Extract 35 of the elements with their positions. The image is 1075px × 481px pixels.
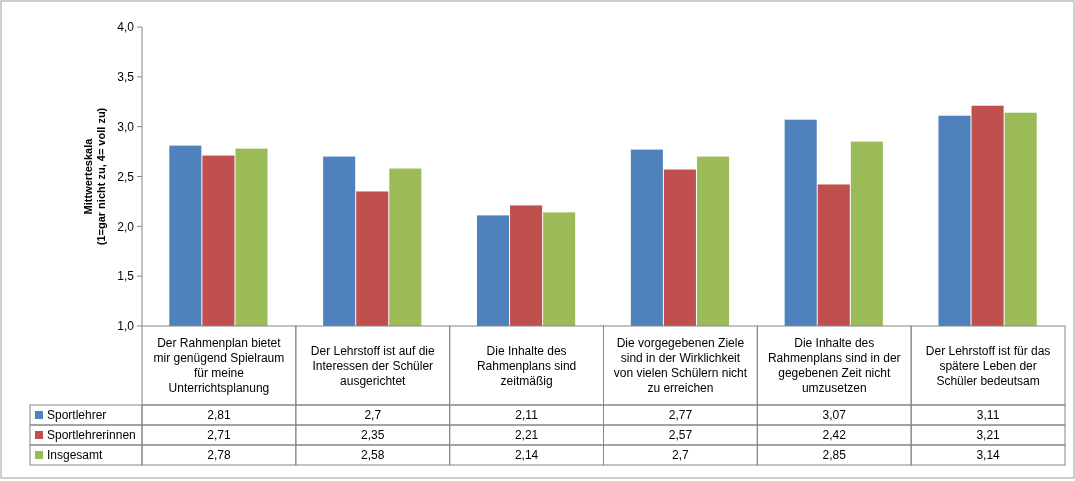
data-label: 2,14 <box>514 448 539 463</box>
y-tick-label: 3,5 <box>117 70 135 85</box>
legend-label: Sportlehrerinnen <box>47 428 136 443</box>
data-label: 2,11 <box>515 408 539 423</box>
data-label: 3,07 <box>822 408 847 423</box>
x-tick-label: Die Inhalte des Rahmenplans sind zeitmäßig <box>476 343 577 388</box>
data-label: 2,78 <box>207 448 231 463</box>
y-tick-label: 1,0 <box>117 319 135 334</box>
data-label: 3,11 <box>976 408 1000 423</box>
data-label: 2,42 <box>822 428 847 443</box>
data-label: 2,7 <box>672 448 690 463</box>
y-tick-label: 3,0 <box>117 119 135 134</box>
y-tick-label: 1,5 <box>117 269 135 284</box>
data-label: 2,58 <box>361 448 385 463</box>
x-tick-label: Die Inhalte des Rahmenplans sind in der gegebenen Zeit nicht umzusetzen <box>767 336 901 396</box>
y-tick-label: 2,5 <box>117 169 135 184</box>
x-tick-label: Der Lehrstoff ist auf die Interessen der Schüler ausgerichtet <box>310 343 435 388</box>
y-tick-label: 2,0 <box>117 219 135 234</box>
x-tick-label: Der Rahmenplan bietet mir genügend Spielraum für meine Unterrichtsplanung <box>153 336 285 396</box>
x-tick-label: Die vorgegebenen Ziele sind in der Wirklichkeit von vielen Schülern nicht zu erreichen <box>613 336 748 396</box>
legend-label: Sportlehrer <box>47 408 107 423</box>
data-label: 3,21 <box>976 428 1001 443</box>
data-label: 2,7 <box>364 408 382 423</box>
data-label: 2,57 <box>668 428 693 443</box>
legend-label: Insgesamt <box>47 448 104 463</box>
data-label: 2,81 <box>207 408 231 423</box>
data-label: 2,77 <box>668 408 693 423</box>
data-label: 3,14 <box>976 448 1001 463</box>
data-label: 2,35 <box>361 428 385 443</box>
data-label: 2,71 <box>207 428 231 443</box>
y-axis-title: Mittwerteskala (1=gar nicht zu, 4= voll zu) <box>82 107 107 246</box>
y-tick-label: 4,0 <box>117 20 135 35</box>
data-label: 2,85 <box>822 448 847 463</box>
data-label: 2,21 <box>514 428 539 443</box>
x-tick-label: Der Lehrstoff ist für das spätere Leben der Schüler bedeutsam <box>925 343 1051 388</box>
